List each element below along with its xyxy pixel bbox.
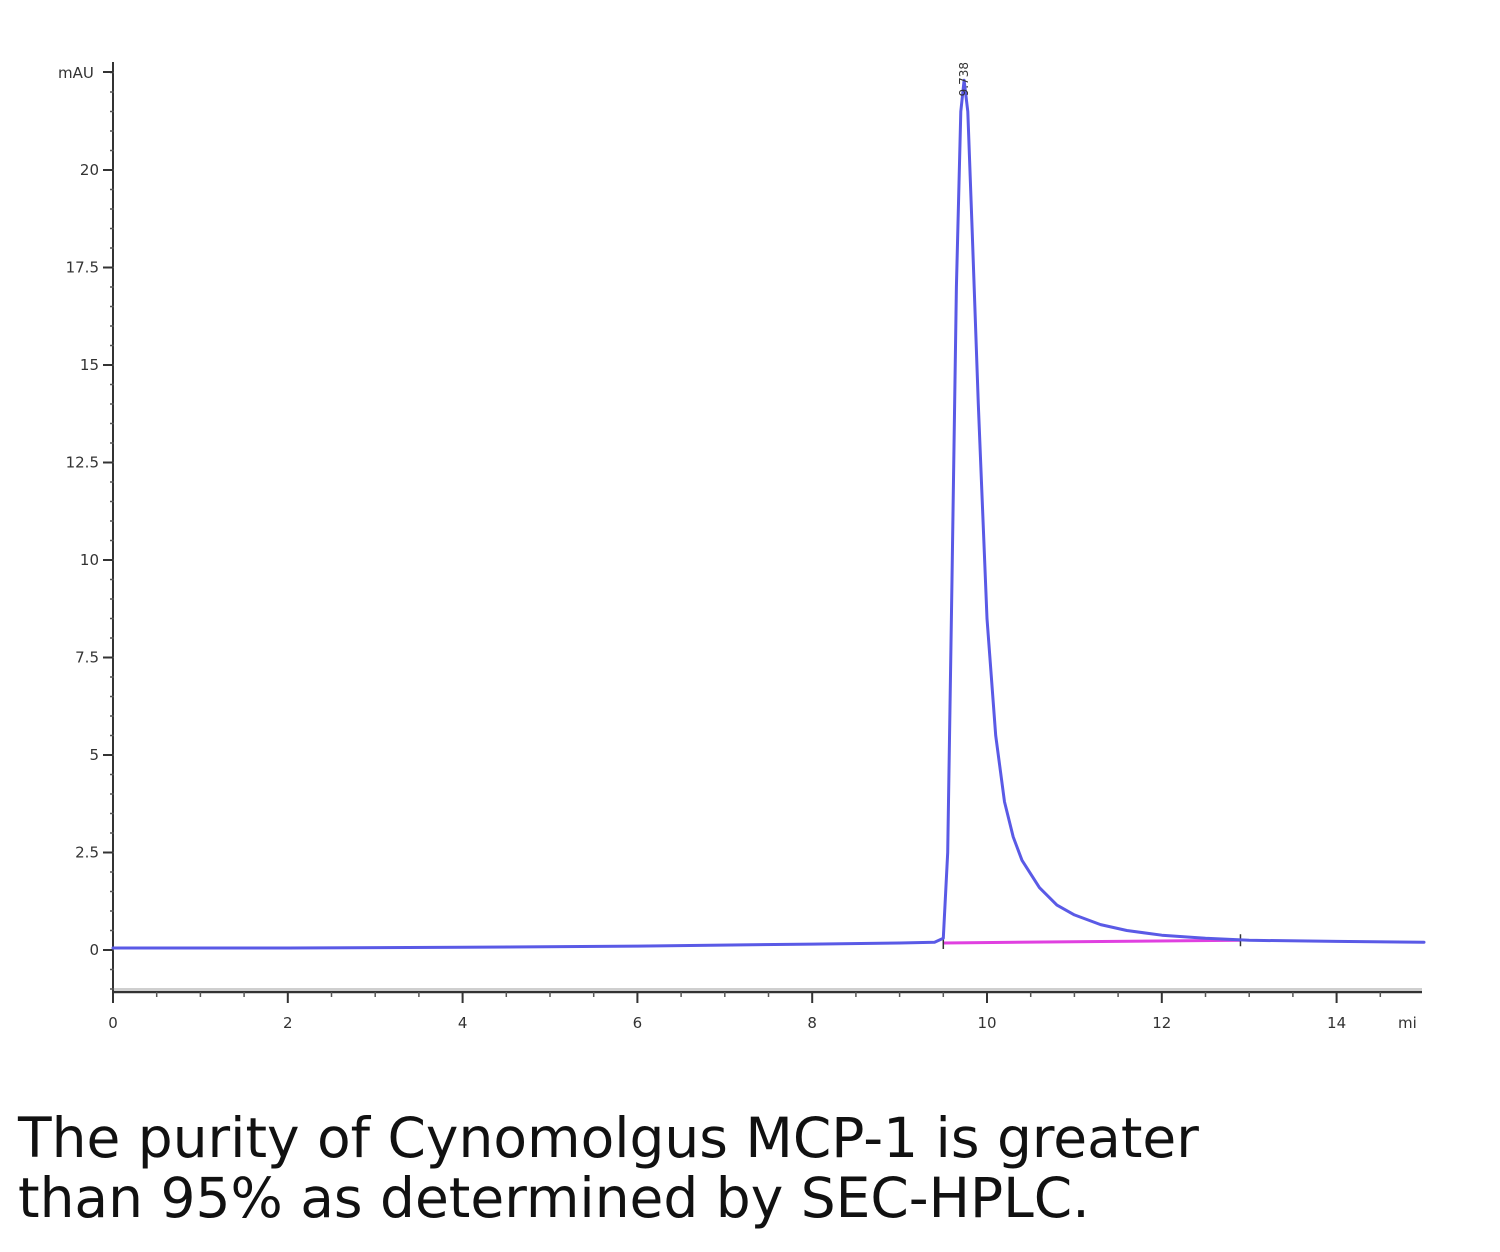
- y-tick-label: 17.5: [66, 259, 99, 277]
- y-tick-label: 12.5: [66, 454, 99, 472]
- plot-area: 9.738: [111, 62, 1426, 950]
- y-axis-unit-label: mAU: [58, 64, 94, 82]
- y-tick-label: 15: [80, 356, 99, 374]
- x-tick-label: 4: [458, 1014, 468, 1032]
- y-tick-label: 10: [80, 551, 99, 569]
- x-tick-label: 10: [977, 1014, 996, 1032]
- x-tick-label: 6: [633, 1014, 643, 1032]
- x-tick-label: 0: [108, 1014, 118, 1032]
- chromatogram-chart: 0 2.5 5 7.5 10 12.5 15 17.5 20 0 2 4 6 8 10 12 14 9.738…: [58, 62, 1426, 1032]
- x-tick-label: 14: [1327, 1014, 1346, 1032]
- chromatogram-trace: [111, 78, 1426, 950]
- x-tick-label: 8: [807, 1014, 817, 1032]
- y-tick-label: 0: [89, 941, 99, 959]
- y-axis: 0 2.5 5 7.5 10 12.5 15 17.5 20: [66, 62, 114, 992]
- integration-baseline: [943, 938, 1241, 945]
- y-tick-label: 5: [89, 746, 99, 764]
- y-tick-label: 20: [80, 161, 99, 179]
- y-tick-label: 7.5: [75, 649, 99, 667]
- caption-line-1: The purity of Cynomolgus MCP-1 is greate…: [18, 1106, 1199, 1170]
- x-axis-unit-label: mi: [1398, 1014, 1417, 1032]
- peak-retention-label: 9.738: [957, 62, 971, 96]
- caption-line-2: than 95% as determined by SEC-HPLC.: [18, 1166, 1090, 1230]
- y-tick-label: 2.5: [75, 844, 99, 862]
- x-tick-label: 12: [1152, 1014, 1171, 1032]
- figure-caption: The purity of Cynomolgus MCP-1 is greate…: [18, 1108, 1478, 1228]
- x-axis: 0 2 4 6 8 10 12 14: [108, 991, 1422, 1032]
- x-tick-label: 2: [283, 1014, 293, 1032]
